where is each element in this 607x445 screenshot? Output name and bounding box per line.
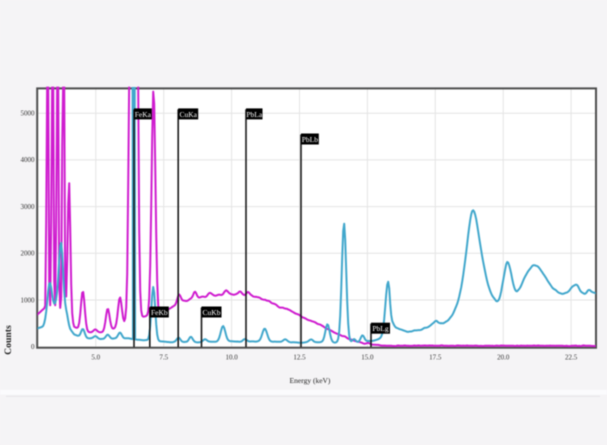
svg-text:10.0: 10.0: [225, 354, 238, 362]
svg-text:5000: 5000: [21, 110, 36, 118]
svg-text:CuKb: CuKb: [203, 308, 221, 317]
svg-text:12.5: 12.5: [293, 354, 306, 362]
svg-text:Counts: Counts: [3, 325, 14, 355]
svg-text:1000: 1000: [21, 296, 36, 304]
svg-text:PbLb: PbLb: [302, 135, 319, 144]
svg-text:FeKa: FeKa: [135, 110, 152, 119]
svg-text:Energy (keV): Energy (keV): [290, 376, 331, 385]
svg-text:5.0: 5.0: [91, 354, 100, 362]
svg-text:3000: 3000: [21, 203, 36, 211]
svg-text:20.0: 20.0: [497, 354, 510, 362]
svg-text:4000: 4000: [21, 156, 36, 164]
svg-text:PbLa: PbLa: [246, 110, 263, 119]
svg-text:FeKb: FeKb: [151, 308, 168, 317]
svg-text:CuKa: CuKa: [179, 110, 197, 119]
svg-text:7.5: 7.5: [159, 354, 168, 362]
svg-text:22.5: 22.5: [565, 354, 578, 362]
svg-text:PbLg: PbLg: [372, 324, 389, 333]
svg-text:15.0: 15.0: [361, 354, 374, 362]
svg-text:0: 0: [31, 343, 35, 351]
svg-text:2000: 2000: [21, 250, 36, 258]
svg-text:17.5: 17.5: [429, 354, 442, 362]
